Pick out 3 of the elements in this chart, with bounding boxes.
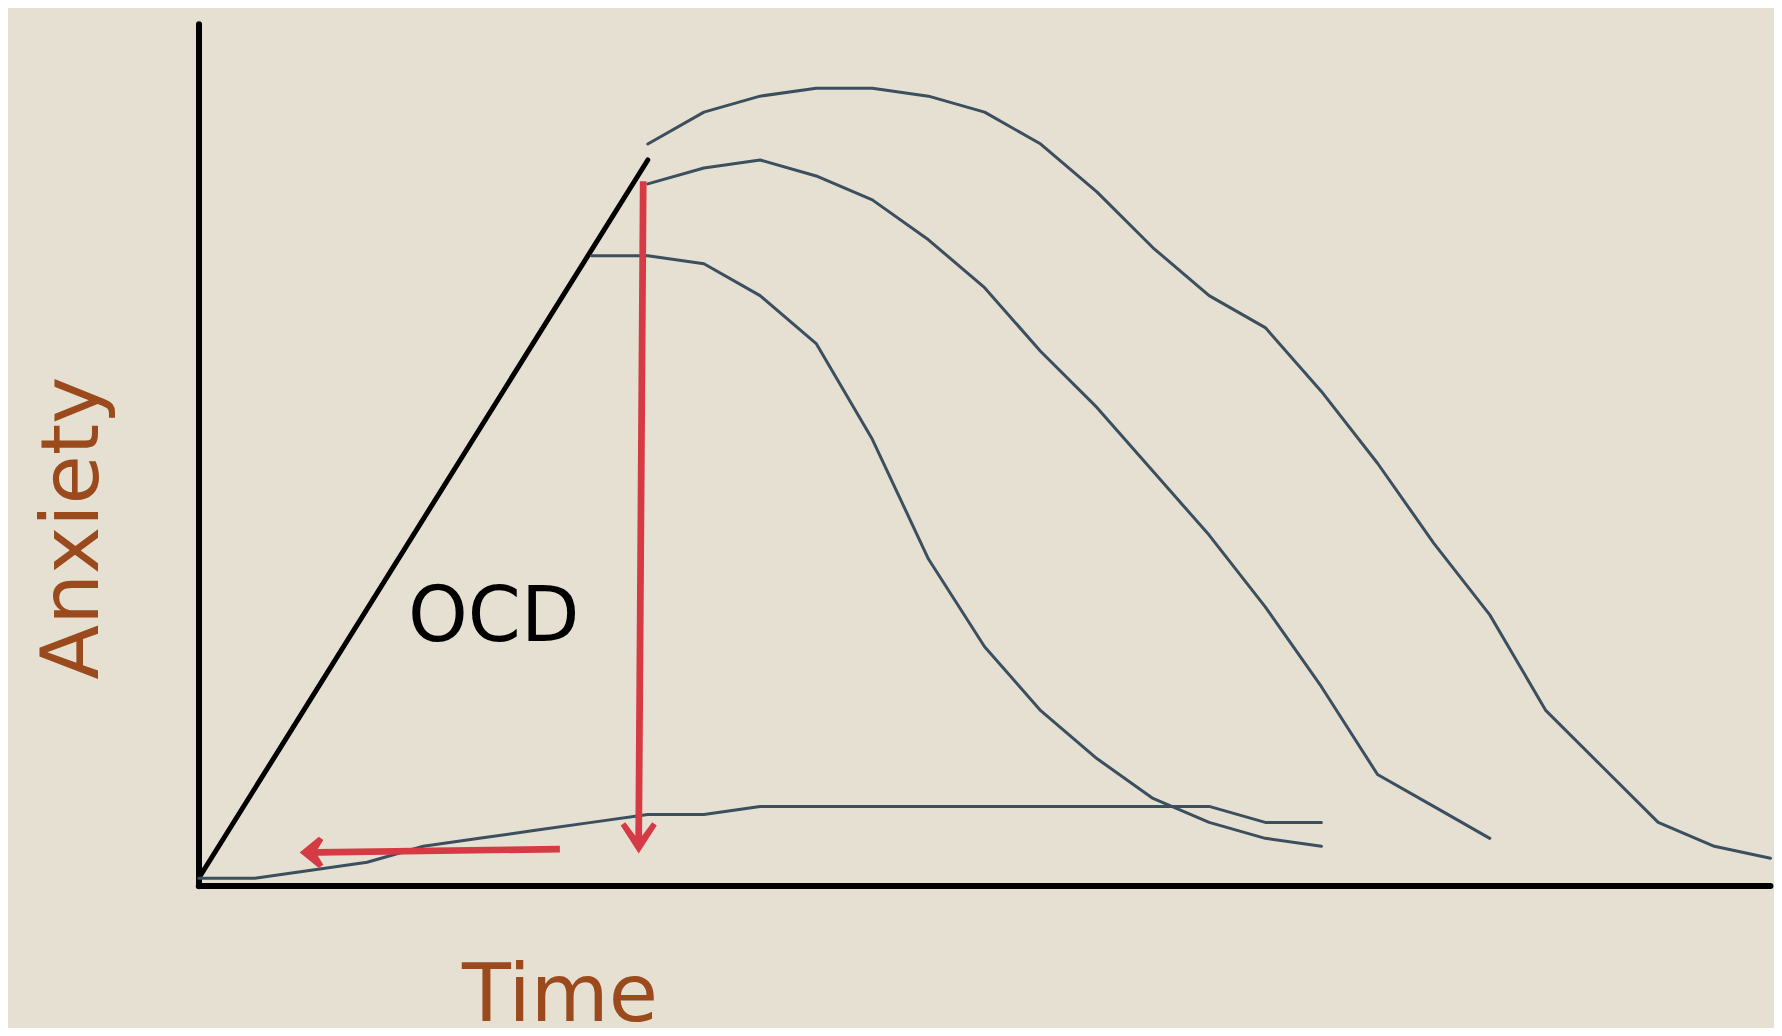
annotation: OCD [408,569,580,659]
y-axis-title: Anxiety [23,376,117,680]
x-axis-title: Time [461,946,658,1036]
